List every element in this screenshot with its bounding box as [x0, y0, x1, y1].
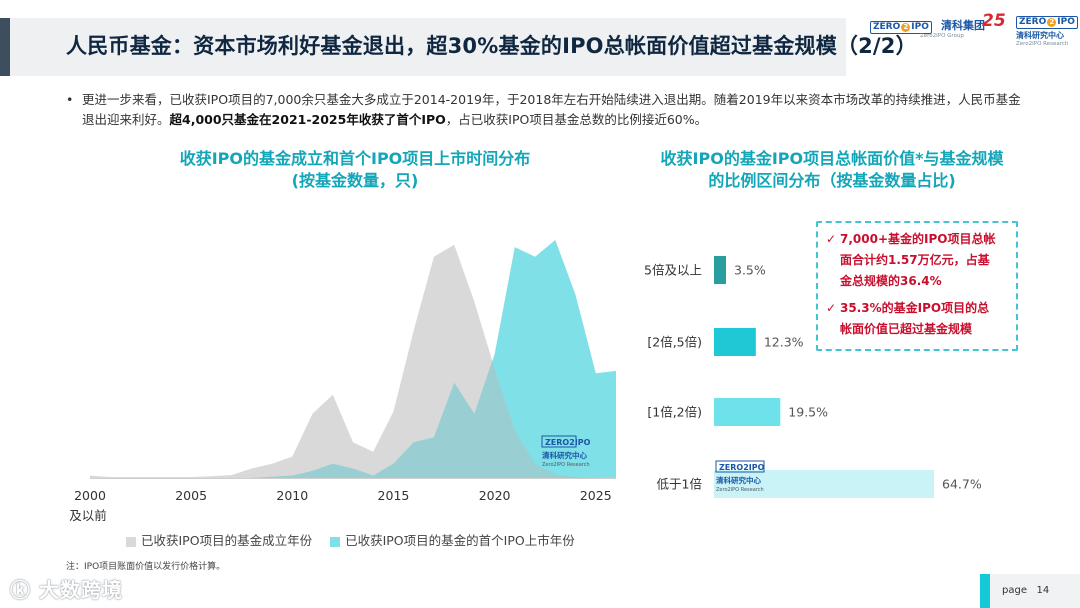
bar-category-label: 低于1倍	[657, 477, 702, 492]
bar-2	[714, 398, 781, 426]
page-title: 人民币基金：资本市场利好基金退出，超30%基金的IPO总帐面价值超过基金规模（2…	[66, 34, 917, 58]
svg-text:清科研究中心: 清科研究中心	[716, 475, 761, 485]
bar-category-label: [1倍,2倍)	[647, 405, 702, 420]
callout-item2-line2: 帐面价值已超过基金规模	[840, 322, 973, 336]
page-number-value: 14	[1036, 585, 1050, 596]
right-chart-title-line2: 的比例区间分布（按基金数量占比)	[708, 171, 956, 190]
summary-text-bold: 超4,000只基金在2021-2025年收获了首个IPO	[169, 112, 446, 127]
bar-value-label: 64.7%	[942, 477, 982, 492]
check-icon: ✓	[826, 232, 837, 246]
svg-text:ZERO2IPO: ZERO2IPO	[719, 463, 765, 472]
check-icon: ✓	[826, 301, 837, 315]
bar-chart: 5倍及以上 3.5% [2倍,5倍) 12.3% [1倍,2倍) 19.5% 低于1倍 64.…	[644, 256, 982, 498]
x-tick-label: 2010	[276, 488, 308, 503]
summary-text-part2: ，占已收获IPO项目基金总数的比例接近60%。	[445, 112, 708, 127]
callout-item1-line3: 金总规模的36.4%	[840, 274, 942, 288]
right-chart-title: 收获IPO的基金IPO项目总帐面价值*与基金规模 的比例区间分布（按基金数量占比…	[632, 148, 1032, 192]
chart-legend: 已收获IPO项目的基金成立年份 已收获IPO项目的基金的首个IPO上市年份	[126, 530, 575, 549]
x-tick-sublabel: 及以前	[69, 508, 107, 523]
x-tick-label: 2005	[175, 488, 207, 503]
page-label: page	[1002, 585, 1027, 596]
bar-value-label: 3.5%	[734, 263, 766, 278]
legend-label-founding: 已收获IPO项目的基金成立年份	[141, 533, 313, 548]
zero2ipo-group-logo: ZERO 2 IPO 清科集团 Zero2IPO Group	[870, 14, 985, 39]
bar-value-label: 12.3%	[764, 335, 804, 350]
legend-swatch-founding	[126, 536, 136, 547]
bar-category-label: [2倍,5倍)	[647, 335, 702, 350]
page-number-box	[990, 574, 1080, 608]
area-chart: 2000 2005 2010 2015 2020 2025 及以前 ZERO2IPO 清科研究中…	[69, 240, 616, 523]
logo-group-en: Zero2IPO Group	[920, 33, 964, 39]
bar-1	[714, 328, 756, 356]
title-band	[10, 18, 846, 76]
summary-text: 更进一步来看，已收获IPO项目的7,000余只基金大多成立于2014-2019年…	[82, 90, 1026, 130]
logo-research-cn: 清科研究中心	[1016, 31, 1064, 40]
area-series-first-ipo-year	[90, 240, 616, 478]
watermark: ⓚ 大数跨境	[10, 574, 123, 603]
right-chart-title-line1: 收获IPO的基金IPO项目总帐面价值*与基金规模	[660, 149, 1004, 168]
footnote: 注：IPO项目账面价值以发行价格计算。	[66, 562, 226, 572]
bar-0	[714, 256, 726, 284]
logo-group-cn: 清科集团	[940, 19, 985, 32]
callout-item1-line2: 面合计约1.57万亿元，占基	[840, 253, 990, 267]
left-chart-title-line2: (按基金数量，只)	[291, 171, 419, 190]
x-tick-label: 2015	[378, 488, 410, 503]
logo-ipo-text: IPO	[911, 22, 929, 32]
zero2ipo-research-logo: ZERO 2 IPO 清科研究中心 Zero2IPO Research	[1016, 9, 1078, 47]
zero2ipo-research-mark: ZERO 2 IPO	[1016, 16, 1078, 29]
callout-item-1: ✓ 7,000+基金的IPO项目总帐 面合计约1.57万亿元，占基 金总规模的3…	[826, 229, 995, 292]
anniversary-25-logo: 25	[982, 11, 1006, 31]
logo-zero-text: ZERO	[1019, 17, 1047, 27]
callout-item1-line1: 7,000+基金的IPO项目总帐	[840, 232, 996, 246]
page-number: page 14	[1002, 585, 1049, 596]
bullet-marker: •	[66, 92, 74, 107]
title-accent-bar	[0, 18, 10, 76]
svg-text:Zero2IPO Research: Zero2IPO Research	[542, 462, 590, 468]
page-tab-accent	[980, 574, 990, 608]
x-tick-label: 2020	[479, 488, 511, 503]
logo-two-badge: 2	[1047, 18, 1057, 27]
watermark-text: 大数跨境	[38, 578, 123, 602]
callout-item2-line1: 35.3%的基金IPO项目的总	[840, 301, 990, 315]
logo-two-badge: 2	[901, 23, 911, 32]
bar-value-label: 19.5%	[788, 405, 828, 420]
x-tick-label: 2025	[580, 488, 612, 503]
summary-bullet: • 更进一步来看，已收获IPO项目的7,000余只基金大多成立于2014-201…	[66, 90, 1026, 130]
bar-3	[714, 470, 934, 498]
svg-text:ZERO2IPO: ZERO2IPO	[545, 438, 591, 447]
logo-research-en: Zero2IPO Research	[1016, 41, 1069, 47]
chart-watermark-logo: ZERO2IPO 清科研究中心 Zero2IPO Research	[541, 435, 591, 468]
left-chart-title: 收获IPO的基金成立和首个IPO项目上市时间分布 (按基金数量，只)	[105, 148, 605, 192]
legend-label-first-ipo: 已收获IPO项目的基金的首个IPO上市年份	[345, 533, 575, 548]
x-tick-label: 2000	[74, 488, 106, 503]
summary-text-part1: 更进一步来看，已收获IPO项目的7,000余只基金大多成立于2014-2019年…	[82, 92, 1021, 127]
logo-ipo-text: IPO	[1057, 17, 1075, 27]
watermark-icon: ⓚ	[10, 578, 31, 602]
svg-text:清科研究中心: 清科研究中心	[542, 450, 587, 460]
left-chart-title-line1: 收获IPO的基金成立和首个IPO项目上市时间分布	[179, 149, 531, 168]
logo-zero-text: ZERO	[873, 22, 901, 32]
callout-box: ✓ 7,000+基金的IPO项目总帐 面合计约1.57万亿元，占基 金总规模的3…	[816, 221, 1018, 351]
bar-watermark-logo: ZERO2IPO 清科研究中心 Zero2IPO Research	[715, 460, 765, 493]
callout-item-2: ✓ 35.3%的基金IPO项目的总 帐面价值已超过基金规模	[826, 298, 989, 340]
legend-swatch-first-ipo	[330, 536, 341, 547]
bar-category-label: 5倍及以上	[644, 263, 702, 278]
svg-text:Zero2IPO Research: Zero2IPO Research	[716, 487, 764, 493]
